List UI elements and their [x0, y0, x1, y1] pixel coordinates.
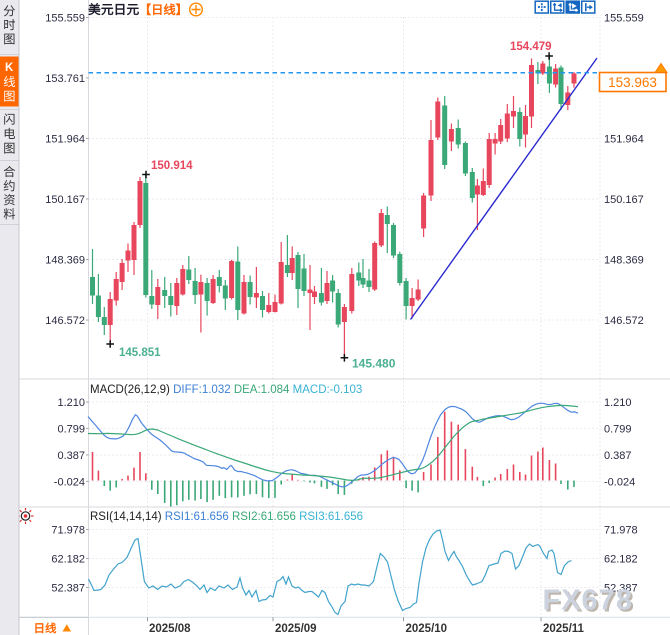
svg-text:153.963: 153.963 [608, 75, 657, 90]
svg-text:155.559: 155.559 [604, 13, 644, 25]
svg-text:2025/09: 2025/09 [275, 623, 317, 635]
svg-text:0.799: 0.799 [57, 423, 85, 435]
svg-text:71.978: 71.978 [51, 525, 85, 537]
svg-text:62.182: 62.182 [51, 554, 85, 566]
svg-text:151.964: 151.964 [604, 134, 644, 146]
svg-text:148.369: 148.369 [45, 255, 85, 267]
svg-text:154.479: 154.479 [510, 41, 552, 53]
svg-text:1.210: 1.210 [604, 397, 632, 409]
svg-text:2025/08: 2025/08 [149, 623, 191, 635]
svg-text:FX678: FX678 [543, 585, 633, 617]
svg-text:151.964: 151.964 [45, 134, 85, 146]
svg-text:2025/11: 2025/11 [543, 623, 585, 635]
svg-text:0.799: 0.799 [604, 423, 632, 435]
svg-text:150.167: 150.167 [45, 194, 85, 206]
svg-text:145.480: 145.480 [352, 357, 396, 371]
svg-text:52.387: 52.387 [604, 583, 638, 595]
svg-text:RSI(14,14,14) RSI1:61.656 RSI: RSI(14,14,14) RSI1:61.656 RSI2:61.656 RS… [90, 511, 363, 523]
svg-text:146.572: 146.572 [604, 315, 644, 327]
svg-text:-0.024: -0.024 [54, 476, 85, 488]
svg-text:155.559: 155.559 [45, 13, 85, 25]
svg-text:146.572: 146.572 [45, 315, 85, 327]
svg-text:K: K [5, 62, 14, 74]
svg-text:150.914: 150.914 [151, 160, 193, 172]
svg-text:-0.024: -0.024 [604, 476, 635, 488]
svg-text:71.978: 71.978 [604, 525, 638, 537]
svg-text:62.182: 62.182 [604, 554, 638, 566]
svg-text:0.387: 0.387 [604, 450, 632, 462]
svg-text:MACD(26,12,9) DIFF:1.032 DEA:: MACD(26,12,9) DIFF:1.032 DEA:1.084 MACD:… [90, 384, 362, 396]
svg-text:2025/10: 2025/10 [406, 623, 448, 635]
svg-text:FX678: FX678 [545, 587, 635, 619]
svg-text:1.210: 1.210 [57, 397, 85, 409]
svg-text:52.387: 52.387 [51, 583, 85, 595]
svg-text:145.851: 145.851 [119, 347, 161, 359]
svg-text:148.369: 148.369 [604, 255, 644, 267]
svg-text:153.761: 153.761 [45, 73, 85, 85]
svg-text:150.167: 150.167 [604, 194, 644, 206]
svg-text:0.387: 0.387 [57, 450, 85, 462]
